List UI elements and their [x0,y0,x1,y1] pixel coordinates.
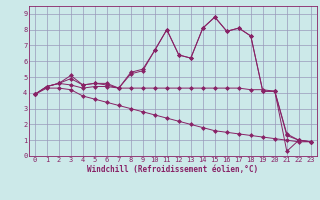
X-axis label: Windchill (Refroidissement éolien,°C): Windchill (Refroidissement éolien,°C) [87,165,258,174]
